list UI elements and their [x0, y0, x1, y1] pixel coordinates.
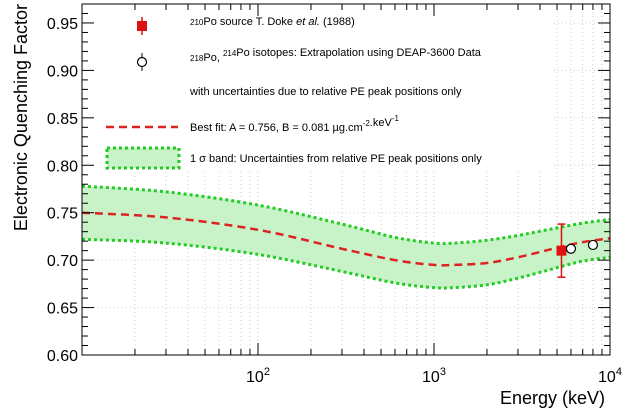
sigma-band-fill: [82, 186, 610, 289]
y-tick-label: 0.85: [47, 111, 78, 128]
y-tick-label: 0.70: [47, 253, 78, 270]
sigma-band-lower: [81, 237, 611, 290]
legend-background: [84, 8, 554, 172]
axes: 0.60 0.65 0.70 0.75 0.80 0.85 0.90 0.95 102 103 10…: [47, 3, 622, 386]
legend-label-deap-cont: with uncertainties due to relative PE pe…: [189, 86, 462, 98]
deap-point: [587, 239, 599, 251]
deap-point: [565, 243, 577, 254]
x-axis-label: Energy (keV): [500, 388, 605, 408]
sigma-band: [81, 184, 611, 290]
x-tick-label: 102: [246, 366, 270, 386]
legend-deap-marker: [136, 56, 148, 68]
plot-frame: [81, 3, 611, 356]
y-tick-label: 0.90: [47, 63, 78, 80]
y-tick-label: 0.95: [47, 16, 78, 33]
data-points: [556, 223, 599, 278]
y-tick-label: 0.60: [47, 348, 78, 365]
legend-label-band: 1 σ band: Uncertainties from relative PE…: [190, 153, 482, 165]
y-tick-label: 0.65: [47, 301, 78, 318]
legend-doke-marker: [137, 21, 147, 31]
y-axis-label: Electronic Quenching Factor: [11, 4, 31, 231]
x-tick-label: 103: [422, 366, 446, 386]
legend-label-fit: Best fit: A = 0.756, B = 0.081 µg.cm-2.k…: [190, 114, 399, 134]
legend-band-swatch: [105, 146, 181, 170]
legend-label-deap: 218Po, 214Po isotopes: Extrapolation usi…: [190, 47, 482, 64]
axis-labels: Energy (keV) Electronic Quenching Factor: [11, 4, 605, 408]
y-tick-label: 0.75: [47, 206, 78, 223]
legend: 210Po source T. Doke et al. (1988) 218Po,…: [84, 8, 554, 172]
doke-point: [556, 245, 567, 256]
y-tick-label: 0.80: [47, 158, 78, 175]
sigma-band-upper: [81, 184, 611, 246]
legend-label-doke: 210Po source T. Doke et al. (1988): [190, 16, 355, 28]
x-tick-label: 104: [598, 366, 622, 386]
